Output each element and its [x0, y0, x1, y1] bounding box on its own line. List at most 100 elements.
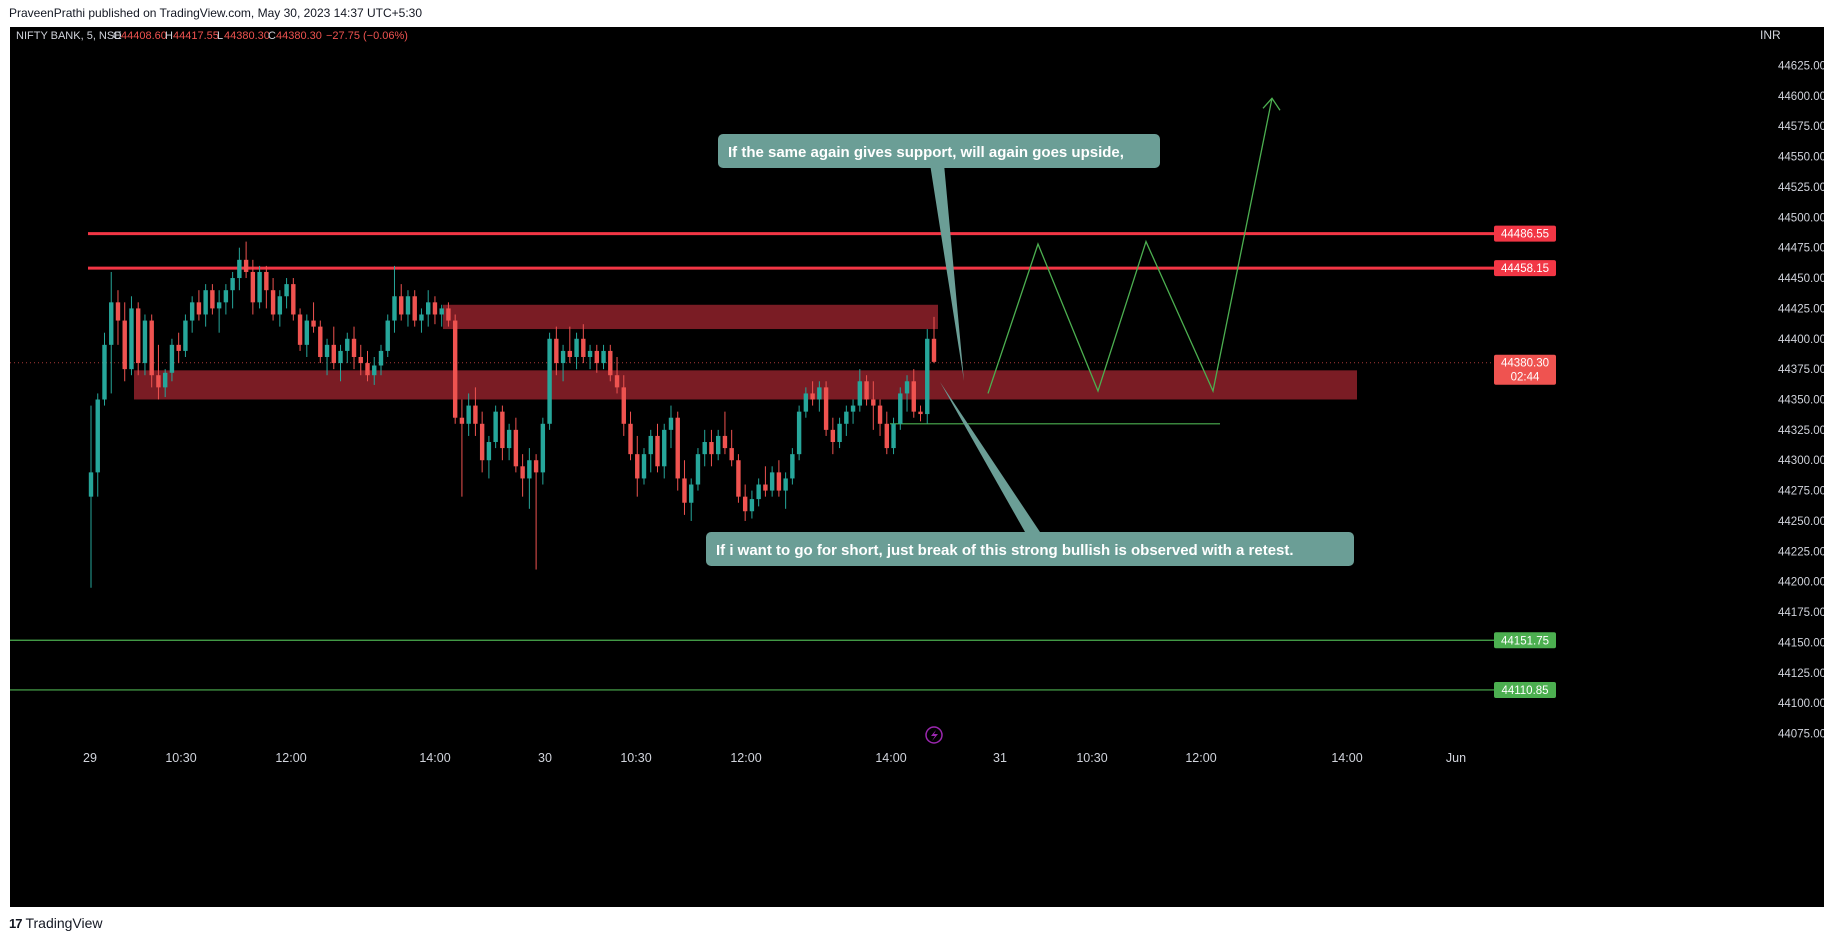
candle-body — [574, 338, 579, 357]
candle-body — [891, 423, 896, 449]
candle-body — [432, 302, 438, 315]
candle-body — [136, 308, 141, 364]
candle-body — [581, 338, 586, 357]
candle-body — [749, 499, 755, 512]
lightning-icon[interactable] — [925, 726, 943, 744]
price-tick-label: 44475.00 — [1778, 243, 1824, 255]
candle-body — [763, 484, 768, 491]
candles — [88, 241, 937, 588]
candle-body — [95, 399, 100, 473]
candle-body — [506, 429, 512, 449]
time-tick-label: 12:00 — [1185, 751, 1216, 765]
candle-body — [756, 484, 761, 500]
level-tag-44458: 44458.15 — [1501, 263, 1549, 275]
tradingview-logo-icon: 17 — [9, 915, 23, 931]
candlestick-chart[interactable]: If the same again gives support, will ag… — [10, 27, 1824, 907]
price-tick-label: 44400.00 — [1778, 334, 1824, 346]
time-tick-label: 10:30 — [620, 751, 651, 765]
price-tick-label: 44175.00 — [1778, 607, 1824, 619]
candle-body — [291, 284, 296, 315]
candle-body — [695, 454, 701, 485]
candle-body — [210, 290, 215, 309]
projection — [987, 97, 1281, 394]
time-tick-label: 30 — [538, 751, 552, 765]
projection-path — [987, 98, 1273, 394]
footer: 17 TradingView — [0, 907, 1834, 939]
candle-body — [641, 454, 647, 479]
price-axis[interactable]: INR 44625.00 44600.00 44575.00 44550.00 4452… — [1494, 28, 1824, 740]
tradingview-logo[interactable]: 17 TradingView — [9, 915, 103, 931]
level-tag-44110: 44110.85 — [1501, 685, 1548, 697]
candle-body — [493, 411, 498, 443]
candle-body — [351, 338, 357, 357]
time-tick-label: 10:30 — [1076, 751, 1107, 765]
time-tick-label: 12:00 — [275, 751, 306, 765]
chart-area[interactable]: If the same again gives support, will ag… — [10, 27, 1824, 907]
candle-body — [446, 308, 451, 321]
candle-body — [270, 290, 276, 315]
candle-body — [898, 393, 903, 424]
upper-callout-pointer — [930, 164, 964, 381]
candle-body — [628, 423, 633, 455]
price-tick-label: 44225.00 — [1778, 546, 1824, 558]
candle-body — [513, 429, 519, 467]
candle-body — [911, 381, 916, 412]
candle-body — [372, 365, 377, 376]
candle-body — [405, 296, 411, 315]
candle-body — [729, 448, 734, 461]
price-tick-label: 44575.00 — [1778, 121, 1824, 133]
candle-body — [790, 454, 795, 479]
level-tag-44486: 44486.55 — [1501, 229, 1549, 241]
candle-body — [385, 320, 390, 351]
time-tick-label: 31 — [993, 751, 1007, 765]
candle-body — [594, 350, 599, 364]
currency-label: INR — [1760, 28, 1781, 42]
level-tag-44151-bg — [1494, 632, 1556, 649]
candle-body — [169, 344, 175, 373]
candle-body — [540, 423, 546, 473]
candle-body — [635, 454, 640, 479]
candle-body — [304, 320, 310, 345]
candle-body — [655, 435, 660, 467]
time-tick-label: 14:00 — [875, 751, 906, 765]
price-tick-label: 44450.00 — [1778, 273, 1824, 285]
price-tick-label: 44500.00 — [1778, 212, 1824, 224]
candle-body — [216, 302, 222, 309]
candle-body — [412, 296, 417, 321]
candle-body — [129, 308, 134, 370]
candle-body — [88, 472, 94, 497]
candle-body — [587, 350, 593, 357]
candle-body — [722, 435, 728, 449]
price-tick-label: 44275.00 — [1778, 486, 1824, 498]
candle-body — [109, 302, 114, 345]
candle-body — [452, 320, 458, 418]
callouts: If the same again gives support, will ag… — [706, 134, 1354, 566]
candle-body — [614, 375, 620, 388]
low-value: 44380.30 — [224, 30, 270, 42]
price-tick-label: 44150.00 — [1778, 637, 1824, 649]
candle-body — [378, 350, 384, 366]
candle-body — [324, 344, 330, 357]
candle-body — [264, 271, 269, 291]
support-zone — [134, 370, 1357, 400]
level-tag-44110-bg — [1494, 681, 1556, 698]
candle-body — [931, 338, 937, 362]
price-tick-label: 44100.00 — [1778, 698, 1824, 710]
candle-body — [176, 344, 181, 351]
candle-body — [844, 411, 849, 424]
symbol-name: NIFTY BANK, 5, NSE — [16, 30, 122, 42]
candle-body — [925, 338, 930, 415]
candle-body — [668, 417, 674, 430]
candle-body — [709, 442, 714, 455]
time-axis[interactable]: 29 10:30 12:00 14:00 30 10:30 12:00 14:00 31 10:3… — [83, 751, 1466, 765]
candle-body — [520, 466, 525, 479]
chart-background — [10, 27, 1824, 907]
price-tick-label: 44425.00 — [1778, 303, 1824, 315]
candle-body — [736, 460, 741, 497]
lower-callout-pointer — [940, 382, 1040, 532]
time-tick-label: 14:00 — [419, 751, 450, 765]
candle-body — [715, 435, 721, 455]
close-value: 44380.30 — [276, 30, 322, 42]
price-tick-label: 44600.00 — [1778, 91, 1824, 103]
price-tick-label: 44350.00 — [1778, 395, 1824, 407]
